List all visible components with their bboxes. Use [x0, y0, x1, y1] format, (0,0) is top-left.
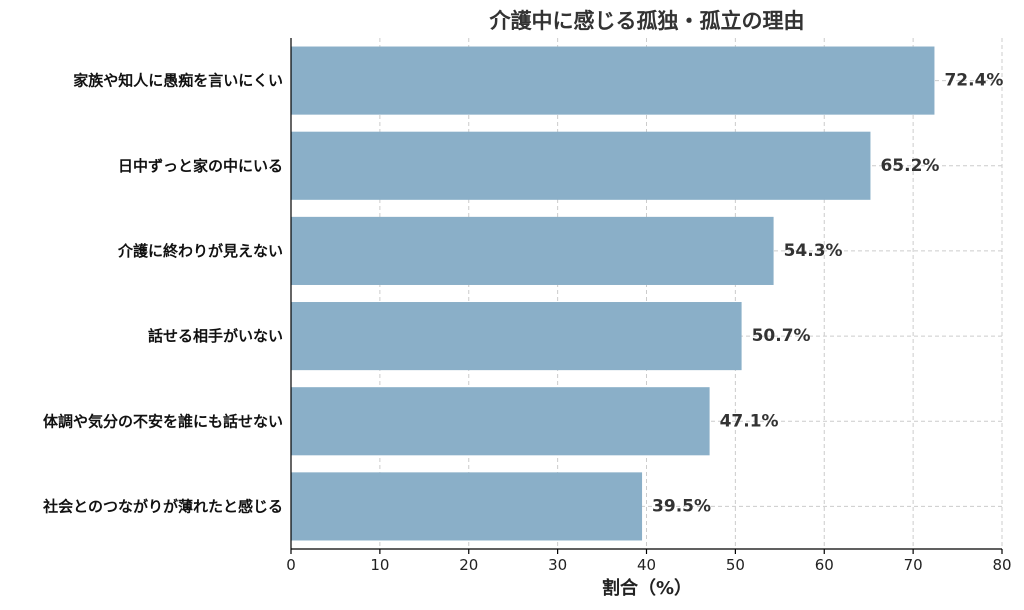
value-label-2: 54.3%	[784, 241, 843, 261]
x-tick-label-4: 40	[637, 556, 656, 574]
value-label-1: 65.2%	[880, 156, 939, 176]
category-label-3: 話せる相手がいない	[148, 327, 283, 345]
value-label-0: 72.4%	[944, 71, 1003, 91]
bar-3	[291, 302, 742, 371]
bar-0	[291, 46, 935, 115]
x-tick-label-2: 20	[459, 556, 478, 574]
x-tick-label-6: 60	[815, 556, 834, 574]
x-tick-label-3: 30	[548, 556, 567, 574]
grid-lines	[291, 38, 1003, 549]
category-label-5: 社会とのつながりが薄れたと感じる	[42, 497, 283, 515]
x-tick-label-1: 10	[370, 556, 389, 574]
bar-2	[291, 216, 774, 285]
bar-4	[291, 387, 710, 456]
value-label-4: 47.1%	[720, 411, 779, 431]
axes: 家族や知人に愚痴を言いにくい日中ずっと家の中にいる介護に終わりが見えない話せる相…	[42, 38, 1012, 574]
x-tick-label-7: 70	[904, 556, 923, 574]
x-tick-label-8: 80	[992, 556, 1011, 574]
chart-title: 介護中に感じる孤独・孤立の理由	[489, 9, 805, 33]
category-label-1: 日中ずっと家の中にいる	[118, 157, 283, 175]
x-axis-title: 割合（%）	[602, 577, 692, 599]
value-label-5: 39.5%	[652, 496, 711, 516]
bar-1	[291, 131, 871, 200]
category-label-4: 体調や気分の不安を誰にも話せない	[43, 412, 283, 430]
bar-5	[291, 472, 643, 541]
value-label-3: 50.7%	[752, 326, 811, 346]
x-tick-label-0: 0	[286, 556, 296, 574]
category-label-0: 家族や知人に愚痴を言いにくい	[73, 72, 283, 90]
bars: 72.4% 65.2% 54.3% 50.7% 47.1% 39.5%	[291, 46, 1003, 541]
x-tick-label-5: 50	[726, 556, 745, 574]
category-label-2: 介護に終わりが見えない	[117, 242, 283, 260]
